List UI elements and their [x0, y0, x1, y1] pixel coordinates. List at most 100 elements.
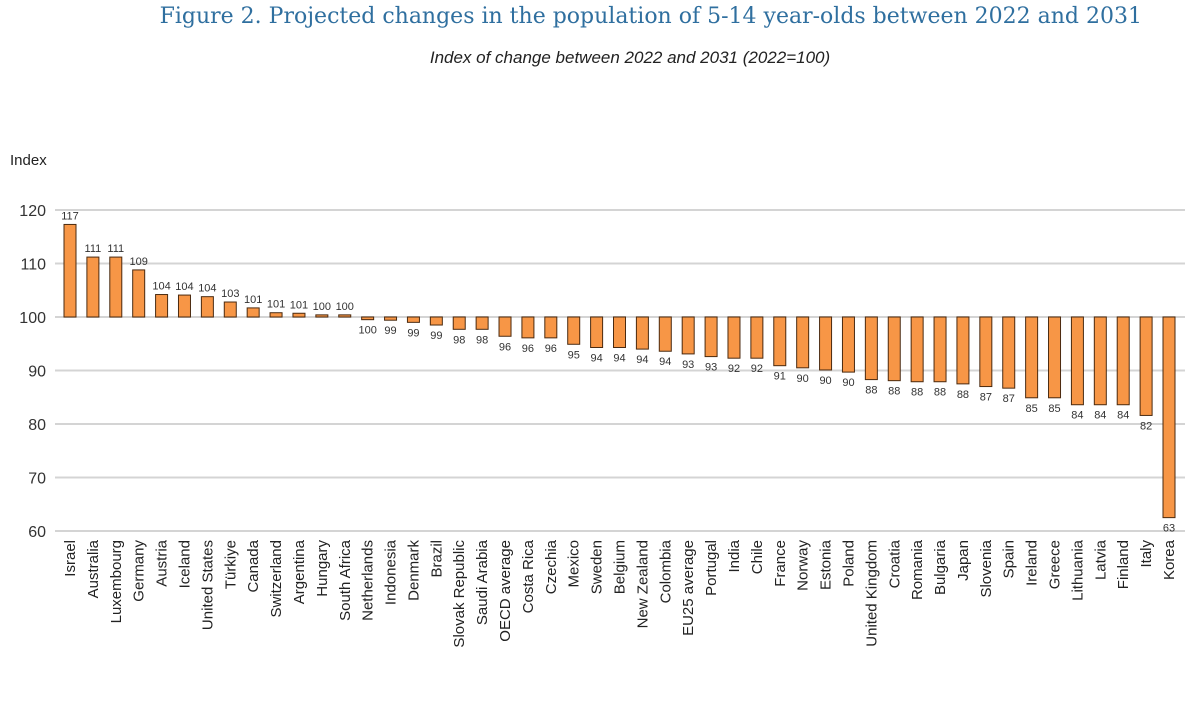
bar: [223, 301, 237, 318]
x-tick-label: Australia: [85, 539, 102, 598]
bar: [521, 316, 535, 339]
x-tick-label: Slovak Republic: [451, 540, 468, 648]
x-tick-label: EU25 average: [680, 540, 697, 636]
bar: [132, 269, 146, 318]
x-tick-label: Austria: [154, 539, 171, 586]
data-label: 90: [842, 377, 854, 389]
x-tick-label: Spain: [1001, 540, 1018, 578]
data-label: 85: [1048, 403, 1060, 415]
data-label: 90: [797, 373, 809, 385]
data-label: 94: [613, 352, 625, 364]
x-tick-label: Mexico: [566, 540, 583, 588]
x-tick-label: Lithuania: [1069, 539, 1086, 601]
data-label: 84: [1094, 410, 1106, 422]
x-tick-label: Slovenia: [978, 539, 995, 597]
data-label: 87: [1003, 393, 1015, 405]
y-tick-label: 60: [28, 524, 46, 541]
bar: [704, 316, 718, 358]
x-tick-label: Korea: [1161, 539, 1178, 580]
x-tick-label: Costa Rica: [520, 539, 537, 613]
data-label: 100: [358, 325, 376, 337]
data-label: 101: [290, 299, 308, 311]
bar: [269, 312, 283, 318]
data-label: 94: [590, 352, 602, 364]
bar: [1162, 316, 1176, 519]
data-label: 88: [934, 387, 946, 399]
bar: [86, 256, 100, 318]
data-label: 84: [1071, 410, 1083, 422]
x-tick-label: Chile: [749, 540, 766, 574]
data-label: 88: [888, 386, 900, 398]
data-label: 92: [728, 363, 740, 375]
bar: [1139, 316, 1153, 416]
x-tick-label: Colombia: [657, 539, 674, 603]
data-label: 93: [682, 359, 694, 371]
data-label: 98: [476, 334, 488, 346]
x-tick-label: Saudi Arabia: [474, 539, 491, 625]
y-tick-label: 90: [28, 364, 46, 381]
bar: [773, 316, 787, 367]
data-label: 98: [453, 334, 465, 346]
bar: [727, 316, 741, 359]
bar: [475, 316, 489, 330]
data-label: 93: [705, 362, 717, 374]
x-tick-label: Italy: [1138, 540, 1155, 568]
x-tick-label: Luxembourg: [108, 540, 125, 623]
x-tick-label: Sweden: [589, 540, 606, 594]
x-tick-label: Hungary: [314, 540, 331, 597]
bar: [1002, 316, 1016, 389]
x-tick-label: India: [726, 539, 743, 572]
data-label: 88: [957, 389, 969, 401]
data-label: 94: [636, 354, 648, 366]
bar: [750, 316, 764, 359]
bar: [200, 296, 214, 318]
data-label: 99: [430, 330, 442, 342]
x-tick-label: Romania: [909, 539, 926, 600]
data-label: 117: [61, 210, 79, 222]
bar: [910, 316, 924, 383]
bar: [155, 294, 169, 318]
bar: [841, 316, 855, 373]
y-tick-label: 70: [28, 471, 46, 488]
bar: [933, 316, 947, 383]
bar: [109, 256, 123, 318]
bar: [1070, 316, 1084, 406]
bar: [498, 316, 512, 337]
x-tick-label: Indonesia: [383, 539, 400, 605]
x-tick-label: Latvia: [1092, 539, 1109, 580]
x-tick-label: Switzerland: [268, 540, 285, 618]
x-tick-label: South Africa: [337, 539, 354, 621]
bar: [796, 316, 810, 369]
data-label: 111: [107, 243, 124, 255]
x-tick-label: France: [772, 540, 789, 587]
x-tick-label: OECD average: [497, 540, 514, 642]
x-tick-label: New Zealand: [634, 540, 651, 628]
x-tick-label: Germany: [131, 540, 148, 602]
data-label: 94: [659, 356, 671, 368]
x-tick-label: Japan: [955, 540, 972, 581]
x-tick-label: Belgium: [612, 540, 629, 594]
data-label: 101: [244, 294, 262, 306]
bar: [292, 312, 306, 318]
x-tick-label: Netherlands: [360, 540, 377, 621]
chart-title: Figure 2. Projected changes in the popul…: [159, 4, 1142, 29]
bar: [338, 314, 352, 318]
bar: [63, 223, 77, 318]
y-axis-label: Index: [10, 152, 47, 169]
bar: [635, 316, 649, 350]
data-label: 103: [221, 288, 239, 300]
bar: [567, 316, 581, 345]
data-label: 99: [407, 327, 419, 339]
bar: [406, 316, 420, 323]
data-label: 100: [336, 301, 354, 313]
data-label: 88: [865, 385, 877, 397]
data-label: 95: [568, 349, 580, 361]
x-tick-label: Portugal: [703, 540, 720, 596]
x-tick-label: Türkiye: [222, 540, 239, 589]
data-label: 90: [819, 375, 831, 387]
x-tick-label: Finland: [1115, 540, 1132, 589]
bar: [1116, 316, 1130, 406]
x-tick-label: Ireland: [1024, 540, 1041, 586]
data-label: 92: [751, 363, 763, 375]
chart-subtitle: Index of change between 2022 and 2031 (2…: [429, 48, 831, 67]
